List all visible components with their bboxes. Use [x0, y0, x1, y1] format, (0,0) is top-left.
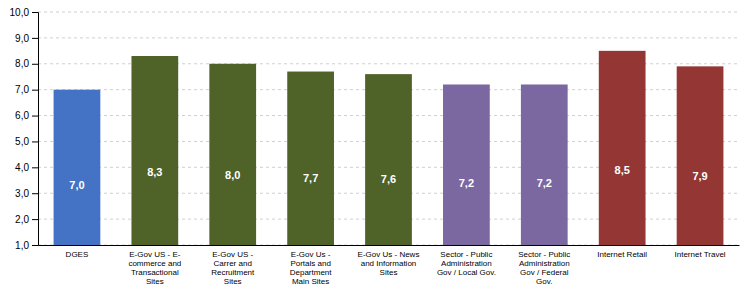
x-tick: DGES — [66, 250, 89, 259]
data-label: 7,2 — [459, 177, 474, 189]
x-tick-label: E-Gov US -Carrer andRecruitmentSites — [211, 250, 255, 287]
y-tick-label: 4,0 — [15, 162, 29, 173]
y-tick-mark — [32, 90, 38, 91]
x-tick: Internet Retail — [597, 250, 647, 259]
y-tick-label: 5,0 — [15, 136, 29, 147]
x-tick-label: Sector - PublicAdministrationGov / Feder… — [518, 250, 570, 287]
bar — [599, 51, 646, 245]
bar — [677, 66, 724, 245]
y-tick-mark — [32, 167, 38, 168]
y-tick-label: 6,0 — [15, 110, 29, 121]
x-tick-label: Sector - PublicAdministrationGov / Local… — [437, 250, 496, 277]
y-tick: 7,0 — [15, 84, 38, 95]
bar — [209, 64, 256, 245]
y-tick: 8,0 — [15, 58, 38, 69]
y-tick-label: 9,0 — [15, 33, 29, 44]
x-tick: E-Gov Us -Portals andDepartmentMain Site… — [290, 250, 333, 287]
y-tick-label: 10,0 — [10, 7, 30, 18]
y-tick: 4,0 — [15, 162, 38, 173]
y-tick-mark — [32, 116, 38, 117]
x-tick-label: E-Gov Us - Newsand InformationSites — [358, 250, 420, 277]
bar — [287, 72, 334, 245]
data-label: 7,0 — [69, 179, 84, 191]
y-tick-label: 3,0 — [15, 188, 29, 199]
x-tick: Sector - PublicAdministrationGov / Feder… — [518, 250, 570, 287]
bar — [443, 84, 490, 245]
x-tick-label: DGES — [66, 250, 89, 259]
y-tick-label: 8,0 — [15, 58, 29, 69]
x-tick: Internet Travel — [674, 250, 725, 259]
grid-line — [38, 12, 739, 13]
x-tick-label: Internet Retail — [597, 250, 647, 259]
data-label: 7,6 — [381, 173, 396, 185]
y-tick: 2,0 — [15, 214, 38, 225]
chart: 1,0 2,0 3,0 4,0 5,0 6,0 7,0 8,0 9,0 10,0 DGES E-Gov… — [0, 0, 747, 295]
y-axis: 1,0 2,0 3,0 4,0 5,0 6,0 7,0 8,0 9,0 10,0 — [10, 7, 39, 251]
data-label: 7,9 — [692, 170, 707, 182]
y-tick-label: 2,0 — [15, 214, 29, 225]
x-tick-label: E-Gov US - E-commerce andTransactionalSi… — [128, 250, 181, 287]
x-axis: DGES E-Gov US - E-commerce andTransaction… — [39, 246, 740, 287]
y-axis-line — [32, 13, 39, 246]
y-tick: 6,0 — [15, 110, 38, 121]
data-label: 7,2 — [537, 177, 552, 189]
x-tick-label: E-Gov Us -Portals andDepartmentMain Site… — [290, 250, 333, 287]
y-tick-label: 7,0 — [15, 84, 29, 95]
bar — [54, 90, 101, 245]
y-tick-mark — [32, 12, 38, 13]
x-axis-line — [39, 245, 740, 246]
data-label: 8,5 — [615, 164, 630, 176]
bar — [131, 56, 178, 245]
data-labels: 7,0 8,3 8,0 7,7 7,6 7,2 7,2 8,5 7,9 — [69, 164, 707, 191]
y-tick: 10,0 — [10, 7, 38, 18]
x-tick: E-Gov Us - Newsand InformationSites — [358, 250, 420, 277]
y-tick-mark — [32, 245, 38, 246]
y-tick: 3,0 — [15, 188, 38, 199]
y-tick: 1,0 — [15, 240, 38, 251]
data-label: 8,3 — [147, 166, 162, 178]
y-tick-mark — [32, 141, 38, 142]
x-tick: E-Gov US -Carrer andRecruitmentSites — [211, 250, 255, 287]
data-label: 7,7 — [303, 172, 318, 184]
y-tick: 9,0 — [15, 33, 38, 44]
bars — [54, 51, 724, 245]
y-tick-mark — [32, 219, 38, 220]
grid — [38, 12, 739, 245]
x-tick-label: Internet Travel — [674, 250, 725, 259]
x-tick: E-Gov US - E-commerce andTransactionalSi… — [128, 250, 181, 287]
y-tick-mark — [32, 193, 38, 194]
y-tick-mark — [32, 38, 38, 39]
bar — [365, 74, 412, 245]
grid-line — [38, 37, 739, 38]
y-tick-mark — [32, 64, 38, 65]
x-tick: Sector - PublicAdministrationGov / Local… — [437, 250, 496, 277]
bar — [521, 84, 568, 245]
y-tick-label: 1,0 — [15, 240, 29, 251]
data-label: 8,0 — [225, 169, 240, 181]
plot: 1,0 2,0 3,0 4,0 5,0 6,0 7,0 8,0 9,0 10,0 DGES E-Gov… — [10, 7, 740, 287]
y-tick: 5,0 — [15, 136, 38, 147]
